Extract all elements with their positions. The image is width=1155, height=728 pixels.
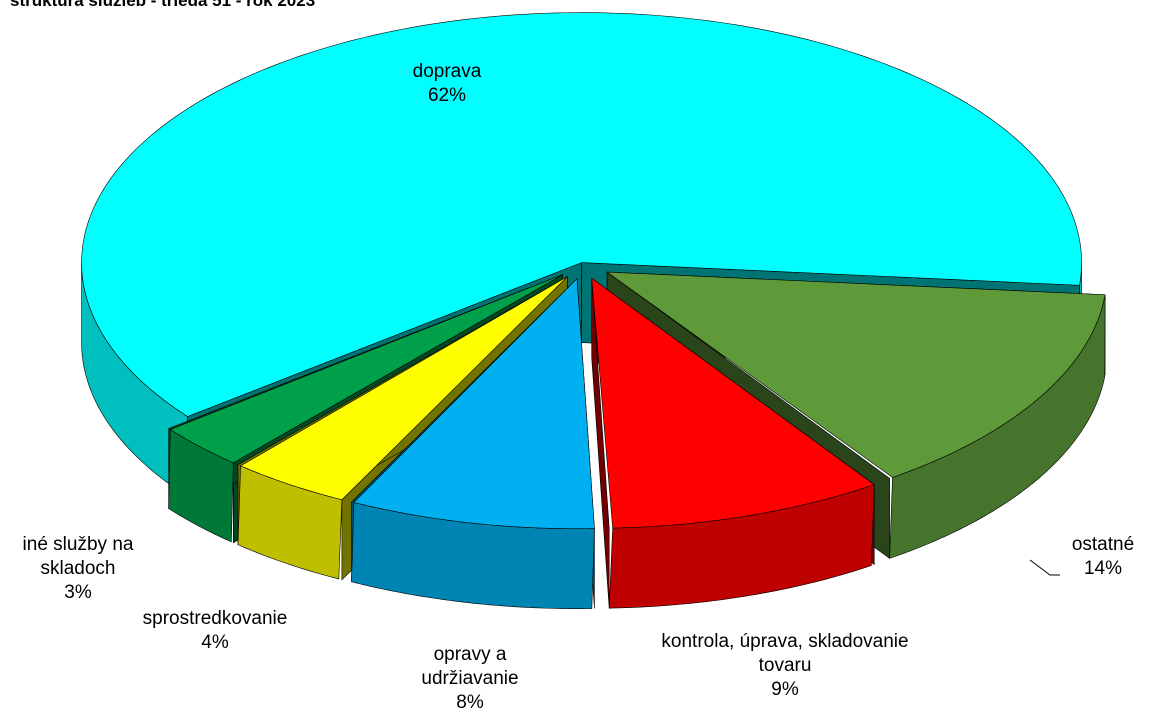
- value-label: 14%: [1083, 558, 1123, 579]
- slice-top: [239, 276, 568, 501]
- data-label: ostatné 14%: [1043, 533, 1155, 581]
- category-label: sprostredkovanie: [142, 608, 288, 629]
- value-label: 9%: [771, 679, 799, 700]
- value-label: 4%: [201, 632, 229, 653]
- slice-top: [591, 277, 875, 529]
- data-label: kontrola, úprava, skladovanie tovaru 9%: [655, 630, 915, 702]
- value-label: 62%: [427, 85, 467, 106]
- category-label: iné služby na skladoch: [22, 534, 134, 579]
- slice-top: [81, 12, 1082, 417]
- category-label: opravy a udržiavanie: [421, 644, 519, 689]
- data-label: opravy a udržiavanie 8%: [395, 643, 545, 715]
- value-label: 8%: [456, 692, 484, 713]
- value-label: 3%: [64, 582, 92, 603]
- slice: [591, 277, 875, 609]
- data-label: iné služby na skladoch 3%: [0, 533, 158, 605]
- slice: [351, 277, 595, 609]
- chart-title: štruktúra služieb - trieda 51 - rok 2023: [10, 0, 316, 10]
- category-label: kontrola, úprava, skladovanie tovaru: [661, 631, 909, 676]
- category-label: doprava: [412, 61, 482, 82]
- category-label: ostatné: [1071, 534, 1135, 555]
- slice-top: [169, 274, 563, 464]
- data-label: sprostredkovanie 4%: [115, 607, 315, 655]
- slice-top: [606, 271, 1106, 478]
- leader-line: [1029, 559, 1060, 576]
- slice-top: [353, 277, 595, 529]
- data-label: doprava 62%: [372, 60, 522, 108]
